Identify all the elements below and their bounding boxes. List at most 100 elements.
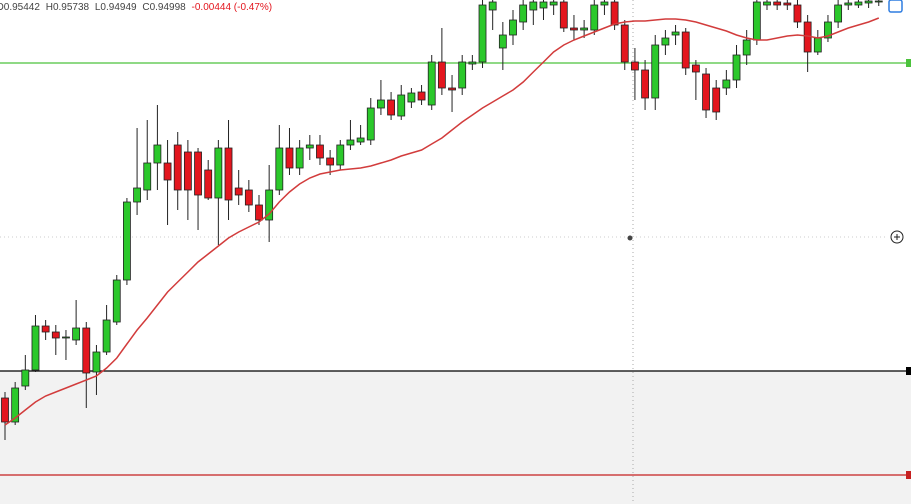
candle-body <box>51 331 60 339</box>
candle-body <box>377 99 385 109</box>
candle-body <box>681 31 690 69</box>
shaded-zone <box>0 371 911 504</box>
candle-body <box>11 387 20 423</box>
candle-body <box>539 1 548 9</box>
candle-body <box>468 61 477 65</box>
candle-body <box>580 27 589 31</box>
candle-body <box>519 4 528 23</box>
candle-body <box>610 1 619 26</box>
candle-body <box>448 87 456 91</box>
ohlc-close: C0.94998 <box>142 2 186 13</box>
candle-body <box>123 201 131 281</box>
candle-body <box>590 4 599 31</box>
candle-body <box>427 61 436 106</box>
candle-body <box>773 1 782 6</box>
candle-body <box>326 157 335 166</box>
candle-body <box>31 325 40 371</box>
candle-body <box>549 1 558 6</box>
candle-body <box>183 151 192 191</box>
candle-body <box>570 27 578 31</box>
candle-body <box>732 54 741 81</box>
candle-body <box>498 34 507 49</box>
level-handle <box>906 471 911 479</box>
candle-body <box>265 189 274 221</box>
crosshair-center <box>627 235 633 241</box>
ohlc-header: O0.95442 H0.95738 L0.94949 C0.94998 -0.0… <box>0 2 272 13</box>
candle-body <box>346 139 355 146</box>
candle-body <box>854 1 863 6</box>
candle-body <box>417 91 426 101</box>
candle-body <box>102 319 111 353</box>
ohlc-change: -0.00444 (-0.47%) <box>192 2 273 13</box>
candle-body <box>336 144 345 166</box>
candle-body <box>651 44 660 99</box>
candle-body <box>488 1 497 11</box>
candle-body <box>783 2 792 6</box>
candle-body <box>742 39 751 56</box>
candle-body <box>620 24 629 63</box>
candle-body <box>305 144 314 149</box>
candle-body <box>834 4 843 23</box>
candle-body <box>407 92 416 103</box>
candle-body <box>844 2 853 6</box>
ohlc-high: H0.95738 <box>46 2 90 13</box>
candle-body <box>275 147 284 191</box>
candle-body <box>458 61 467 89</box>
ohlc-low: L0.94949 <box>95 2 137 13</box>
candle-body <box>82 327 91 374</box>
level-handle <box>906 59 911 67</box>
candle-body <box>874 0 883 3</box>
candle-body <box>763 1 771 6</box>
candle-body <box>752 1 761 41</box>
candle-body <box>671 31 680 36</box>
candle-body <box>387 99 395 116</box>
candle-body <box>204 169 213 199</box>
candle-body <box>244 189 253 206</box>
candle-body <box>214 147 223 199</box>
candle-body <box>641 69 649 99</box>
plot-area <box>0 0 911 479</box>
candle-body <box>631 61 639 71</box>
candle-body <box>366 107 375 141</box>
candle-body <box>224 147 233 201</box>
ohlc-open: O0.95442 <box>0 2 40 13</box>
candle-body <box>559 1 568 29</box>
candle-body <box>153 144 162 164</box>
candle-body <box>194 151 202 196</box>
candle-body <box>163 162 172 181</box>
candle-body <box>21 369 30 387</box>
candle-body <box>234 187 243 196</box>
candle-body <box>813 37 822 53</box>
candle-body <box>112 279 121 323</box>
candle-body <box>661 37 670 46</box>
candle-body <box>92 351 101 373</box>
moving-average <box>4 17 880 426</box>
candle-body <box>356 137 365 143</box>
candle-body <box>41 325 50 333</box>
candle-body <box>509 19 517 36</box>
candle-body <box>1 397 9 423</box>
background <box>0 371 911 504</box>
candle-body <box>722 79 731 89</box>
candle-body <box>285 147 294 169</box>
candle-body <box>255 204 263 221</box>
candle-body <box>702 73 710 111</box>
add-icon <box>894 234 900 240</box>
candle-body <box>691 64 700 73</box>
candle-body <box>316 144 324 159</box>
candle-body <box>397 94 406 117</box>
candle-body <box>295 147 304 169</box>
candle-body <box>437 61 446 89</box>
toolbar-button[interactable] <box>888 0 903 13</box>
candle-body <box>143 162 152 191</box>
candle-body <box>712 87 721 113</box>
candle-body <box>72 327 81 341</box>
candle-body <box>824 21 832 39</box>
candle-body <box>133 187 141 203</box>
candle-body <box>62 336 70 339</box>
candle-body <box>173 144 182 191</box>
candle-body <box>529 1 538 11</box>
candle-body <box>600 1 609 6</box>
